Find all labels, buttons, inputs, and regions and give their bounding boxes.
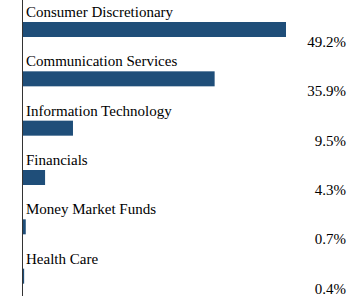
category-label: Communication Services bbox=[26, 53, 177, 69]
category-label: Money Market Funds bbox=[26, 201, 156, 217]
bar bbox=[22, 71, 215, 86]
bars bbox=[22, 22, 286, 284]
data-label: 0.7% bbox=[315, 231, 346, 247]
data-label: 4.3% bbox=[315, 182, 346, 198]
chart: Consumer Discretionary Communication Serv… bbox=[0, 0, 360, 296]
bar bbox=[22, 170, 45, 185]
data-labels: 49.2% 35.9% 9.5% 4.3% 0.7% 0.4% bbox=[307, 34, 346, 296]
axis-line bbox=[22, 0, 23, 296]
category-label: Consumer Discretionary bbox=[26, 4, 174, 20]
bar bbox=[22, 121, 73, 136]
category-label: Information Technology bbox=[26, 103, 172, 119]
data-label: 0.4% bbox=[315, 281, 346, 296]
data-label: 35.9% bbox=[307, 83, 346, 99]
category-labels: Consumer Discretionary Communication Serv… bbox=[26, 4, 177, 267]
category-label: Financials bbox=[26, 152, 88, 168]
data-label: 9.5% bbox=[315, 133, 346, 149]
bar bbox=[22, 22, 286, 37]
data-label: 49.2% bbox=[307, 34, 346, 50]
category-label: Health Care bbox=[26, 251, 98, 267]
